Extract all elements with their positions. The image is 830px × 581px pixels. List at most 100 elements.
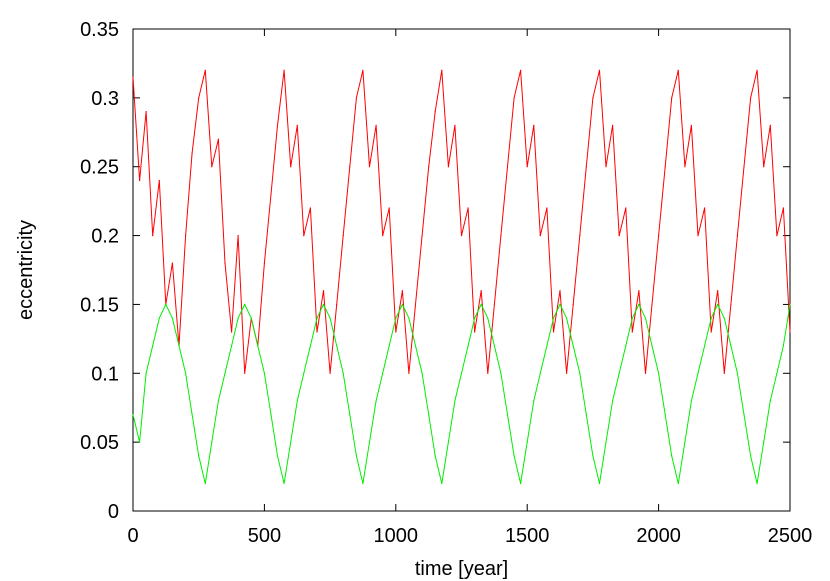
data-point bbox=[309, 345, 311, 347]
x-tick-label: 500 bbox=[248, 525, 281, 547]
data-point bbox=[132, 414, 134, 416]
series-layer bbox=[132, 69, 791, 485]
data-point bbox=[552, 317, 555, 319]
data-point bbox=[276, 124, 279, 126]
data-point bbox=[572, 345, 574, 347]
series-1 bbox=[132, 69, 791, 374]
data-point bbox=[684, 441, 686, 443]
data-point bbox=[631, 317, 633, 319]
data-point bbox=[684, 166, 686, 168]
data-point bbox=[776, 372, 778, 374]
data-point bbox=[546, 207, 548, 209]
data-point bbox=[743, 414, 745, 416]
data-point bbox=[244, 372, 246, 374]
y-axis-title: eccentricity bbox=[15, 220, 37, 320]
data-point bbox=[533, 124, 535, 126]
data-point bbox=[329, 317, 331, 319]
data-point bbox=[460, 372, 463, 374]
data-point bbox=[145, 372, 147, 374]
data-point bbox=[171, 317, 173, 319]
data-point bbox=[382, 372, 384, 374]
data-point bbox=[664, 166, 666, 168]
data-point bbox=[152, 345, 154, 347]
data-point bbox=[296, 400, 298, 402]
data-point bbox=[467, 207, 469, 209]
data-point bbox=[224, 262, 226, 264]
data-point bbox=[467, 345, 469, 347]
data-point bbox=[441, 69, 443, 71]
data-point bbox=[355, 455, 357, 457]
y-tick-label: 0 bbox=[108, 501, 119, 523]
data-point bbox=[401, 303, 403, 305]
data-point bbox=[447, 441, 449, 443]
data-point bbox=[336, 345, 338, 347]
data-point bbox=[690, 400, 693, 402]
data-point bbox=[447, 166, 449, 168]
y-axis: 0 0.05 0.1 0.15 0.2 0.25 0.3 0.35 bbox=[80, 19, 790, 523]
data-point bbox=[598, 69, 601, 71]
data-point bbox=[697, 235, 699, 237]
data-point bbox=[237, 317, 239, 319]
data-point bbox=[750, 97, 752, 99]
data-point bbox=[539, 235, 541, 237]
data-point bbox=[204, 69, 206, 71]
data-point bbox=[638, 303, 640, 305]
data-point bbox=[520, 69, 522, 71]
data-point bbox=[408, 317, 410, 319]
series-2 bbox=[132, 303, 791, 485]
data-point bbox=[198, 455, 200, 457]
data-point bbox=[309, 207, 311, 209]
data-point bbox=[421, 372, 423, 374]
data-point bbox=[276, 455, 279, 457]
data-point bbox=[460, 235, 463, 237]
data-point bbox=[769, 400, 771, 402]
data-point bbox=[533, 400, 535, 402]
data-point bbox=[185, 372, 187, 374]
data-point bbox=[401, 290, 403, 292]
data-point bbox=[717, 303, 719, 305]
data-point bbox=[506, 166, 509, 168]
data-point bbox=[428, 414, 430, 416]
data-point bbox=[368, 166, 371, 168]
data-point bbox=[644, 372, 647, 374]
data-point bbox=[677, 482, 679, 485]
data-point bbox=[217, 138, 219, 140]
data-point bbox=[763, 166, 765, 168]
data-point bbox=[178, 345, 180, 347]
x-axis-title: time [year] bbox=[415, 558, 508, 580]
data-point bbox=[736, 372, 739, 374]
data-point bbox=[605, 166, 607, 168]
data-point bbox=[644, 317, 647, 319]
data-point bbox=[625, 207, 627, 209]
data-point bbox=[428, 166, 430, 168]
data-point bbox=[342, 235, 344, 237]
y-tick-label: 0.1 bbox=[91, 363, 119, 385]
data-point bbox=[290, 166, 292, 168]
data-point bbox=[270, 193, 272, 195]
data-point bbox=[303, 235, 305, 237]
data-point bbox=[769, 124, 771, 126]
data-point bbox=[651, 345, 653, 347]
data-point bbox=[526, 166, 528, 168]
data-point bbox=[139, 441, 141, 443]
data-point bbox=[704, 207, 706, 209]
data-point bbox=[487, 372, 489, 374]
data-point bbox=[559, 303, 561, 305]
data-point bbox=[290, 441, 292, 443]
data-point bbox=[342, 372, 344, 374]
data-point bbox=[132, 76, 134, 78]
data-point bbox=[474, 317, 476, 319]
data-point bbox=[434, 111, 436, 113]
data-point bbox=[658, 235, 660, 237]
x-axis: 0 500 1000 1500 2000 2500 bbox=[127, 29, 812, 547]
data-point bbox=[414, 303, 417, 305]
data-point bbox=[750, 455, 752, 457]
data-point bbox=[697, 372, 699, 374]
data-point bbox=[355, 97, 357, 99]
data-point bbox=[158, 179, 160, 182]
data-point bbox=[723, 372, 725, 374]
data-point bbox=[500, 235, 502, 237]
data-point bbox=[723, 317, 725, 319]
y-tick-label: 0.2 bbox=[91, 226, 119, 248]
data-point bbox=[375, 400, 377, 402]
